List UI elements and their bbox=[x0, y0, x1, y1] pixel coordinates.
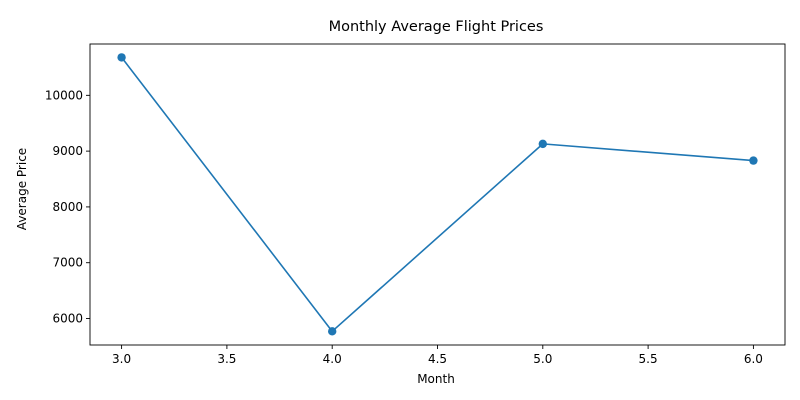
data-point bbox=[538, 139, 548, 149]
y-tick-label: 7000 bbox=[52, 256, 83, 270]
x-axis-title: Month bbox=[417, 372, 455, 386]
y-tick-label: 10000 bbox=[45, 88, 83, 102]
x-tick-label: 5.5 bbox=[639, 352, 658, 366]
y-tick-label: 9000 bbox=[52, 144, 83, 158]
x-tick-label: 3.5 bbox=[217, 352, 236, 366]
data-point bbox=[117, 53, 126, 62]
data-point bbox=[749, 156, 758, 165]
x-tick-label: 3.0 bbox=[112, 352, 131, 366]
y-axis-title: Average Price bbox=[15, 148, 29, 230]
y-tick-label: 8000 bbox=[52, 200, 83, 214]
x-tick-label: 4.0 bbox=[323, 352, 342, 366]
x-tick-label: 6.0 bbox=[744, 352, 763, 366]
plot-area: 3.0 3.5 4.0 4.5 5.0 5.5 6.0 6000 7000 8000 9000 100… bbox=[45, 43, 786, 366]
chart-title: Monthly Average Flight Prices bbox=[329, 19, 544, 35]
plot-frame bbox=[89, 43, 786, 346]
x-tick-label: 5.0 bbox=[533, 352, 552, 366]
data-point bbox=[327, 327, 337, 336]
y-tick-label: 6000 bbox=[52, 311, 83, 325]
x-tick-label: 4.5 bbox=[428, 352, 447, 366]
series-line bbox=[120, 56, 754, 333]
